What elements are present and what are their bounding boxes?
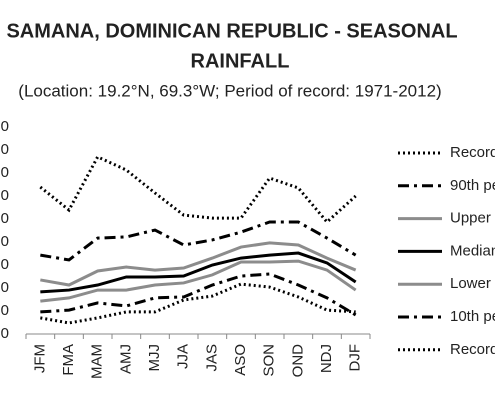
legend-label: 10th percentile <box>450 308 495 325</box>
y-tick-label: 800 <box>0 141 9 158</box>
y-tick-label: 100 <box>0 302 9 319</box>
series-line <box>40 220 357 262</box>
x-tick-label: NDJ <box>318 344 335 373</box>
y-tick-label: 300 <box>0 256 9 273</box>
x-tick-label: FMA <box>60 344 77 376</box>
y-tick-label: 0 <box>1 325 9 342</box>
series-line <box>40 272 357 317</box>
x-tick-label: MJJ <box>146 344 163 372</box>
y-tick-label: 700 <box>0 164 9 181</box>
series-line <box>39 154 357 225</box>
y-tick-label: 400 <box>0 233 9 250</box>
chart-subtitle: (Location: 19.2°N, 69.3°W; Period of rec… <box>18 81 441 100</box>
x-tick-label: MAM <box>89 344 106 379</box>
legend-label: 90th percentile <box>450 177 495 194</box>
series-line <box>40 259 357 303</box>
x-tick-label: JJA <box>175 344 192 369</box>
chart-title: SAMANA, DOMINICAN REPUBLIC - SEASONAL <box>6 20 457 42</box>
legend-label: Lower quartile <box>450 275 495 292</box>
legend-label: Upper quartile <box>450 210 495 227</box>
x-tick-label: OND <box>289 344 306 378</box>
series-line <box>40 251 357 294</box>
y-tick-label: 600 <box>0 187 9 204</box>
x-tick-label: DJF <box>347 344 364 372</box>
legend-label: Median <box>450 242 495 259</box>
x-tick-label: AMJ <box>117 344 134 374</box>
series-line <box>40 282 356 325</box>
y-tick-label: 200 <box>0 279 9 296</box>
legend-label: Record Low <box>450 341 495 358</box>
chart-title-line2: RAINFALL <box>191 50 290 72</box>
series-line <box>40 241 357 287</box>
y-tick-label: 500 <box>0 210 9 227</box>
legend-label: Record High <box>450 144 495 161</box>
y-tick-label: 900 <box>0 118 9 135</box>
x-tick-label: JFM <box>31 344 48 373</box>
x-tick-label: ASO <box>232 344 249 376</box>
x-tick-label: SON <box>261 344 278 377</box>
x-tick-label: JAS <box>203 344 220 372</box>
